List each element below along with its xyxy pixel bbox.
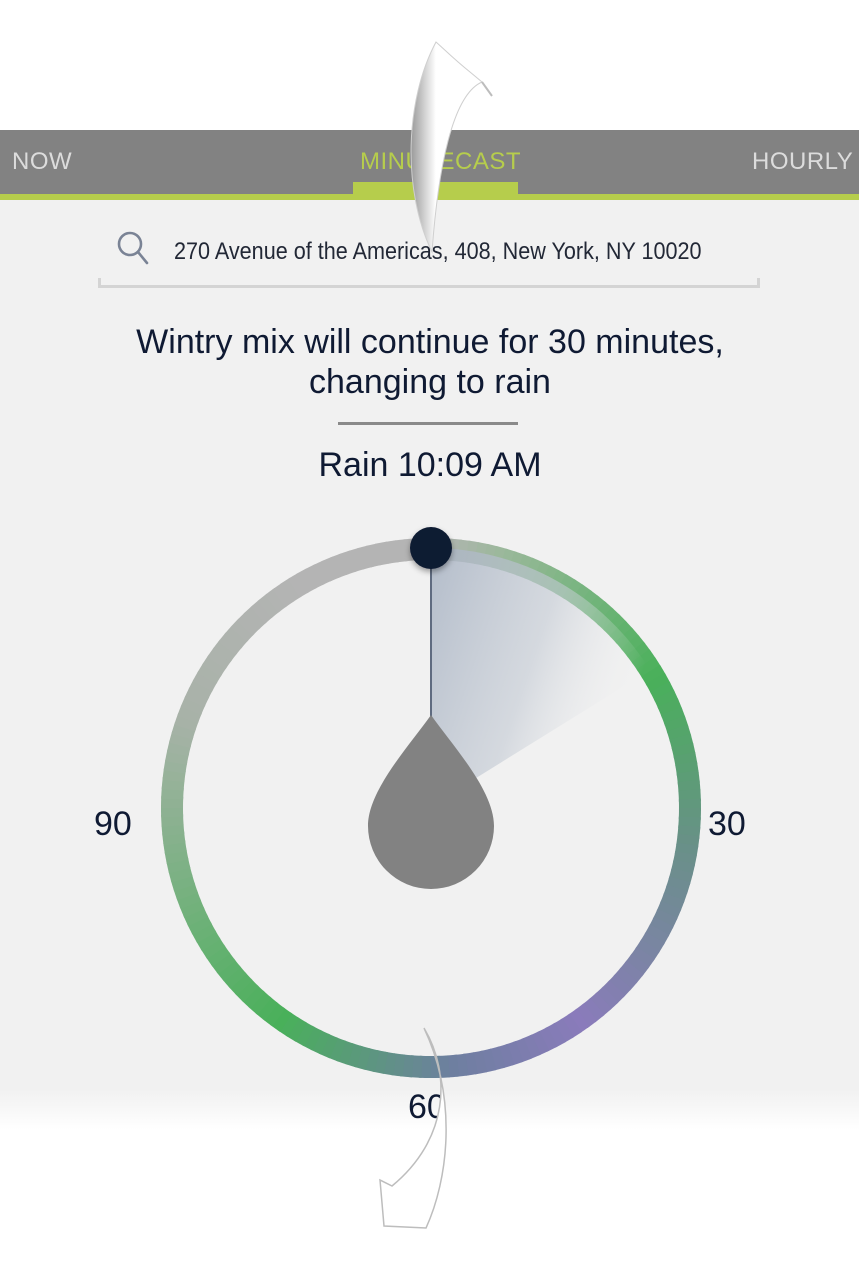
dial-label-30: 30 <box>708 805 746 843</box>
headline-divider <box>338 422 518 425</box>
precip-ring <box>161 538 701 1079</box>
content-panel <box>0 130 859 1130</box>
search-icon[interactable] <box>116 230 152 266</box>
location-search-field[interactable]: 270 Avenue of the Americas, 408, New Yor… <box>98 222 760 288</box>
raindrop-icon <box>368 715 494 889</box>
search-input-value[interactable]: 270 Avenue of the Americas, 408, New Yor… <box>174 238 702 265</box>
precip-start-time: Rain 10:09 AM <box>318 446 542 484</box>
dial-label-90: 90 <box>94 805 132 843</box>
forecast-headline: Wintry mix will continue for 30 minutes,… <box>136 323 724 401</box>
search-underline <box>98 278 760 288</box>
radar-sweep <box>431 548 650 806</box>
tab-now[interactable]: NOW <box>12 148 73 175</box>
dial-needle-knob[interactable] <box>410 527 452 569</box>
tab-hourly[interactable]: HOURLY <box>752 148 854 175</box>
